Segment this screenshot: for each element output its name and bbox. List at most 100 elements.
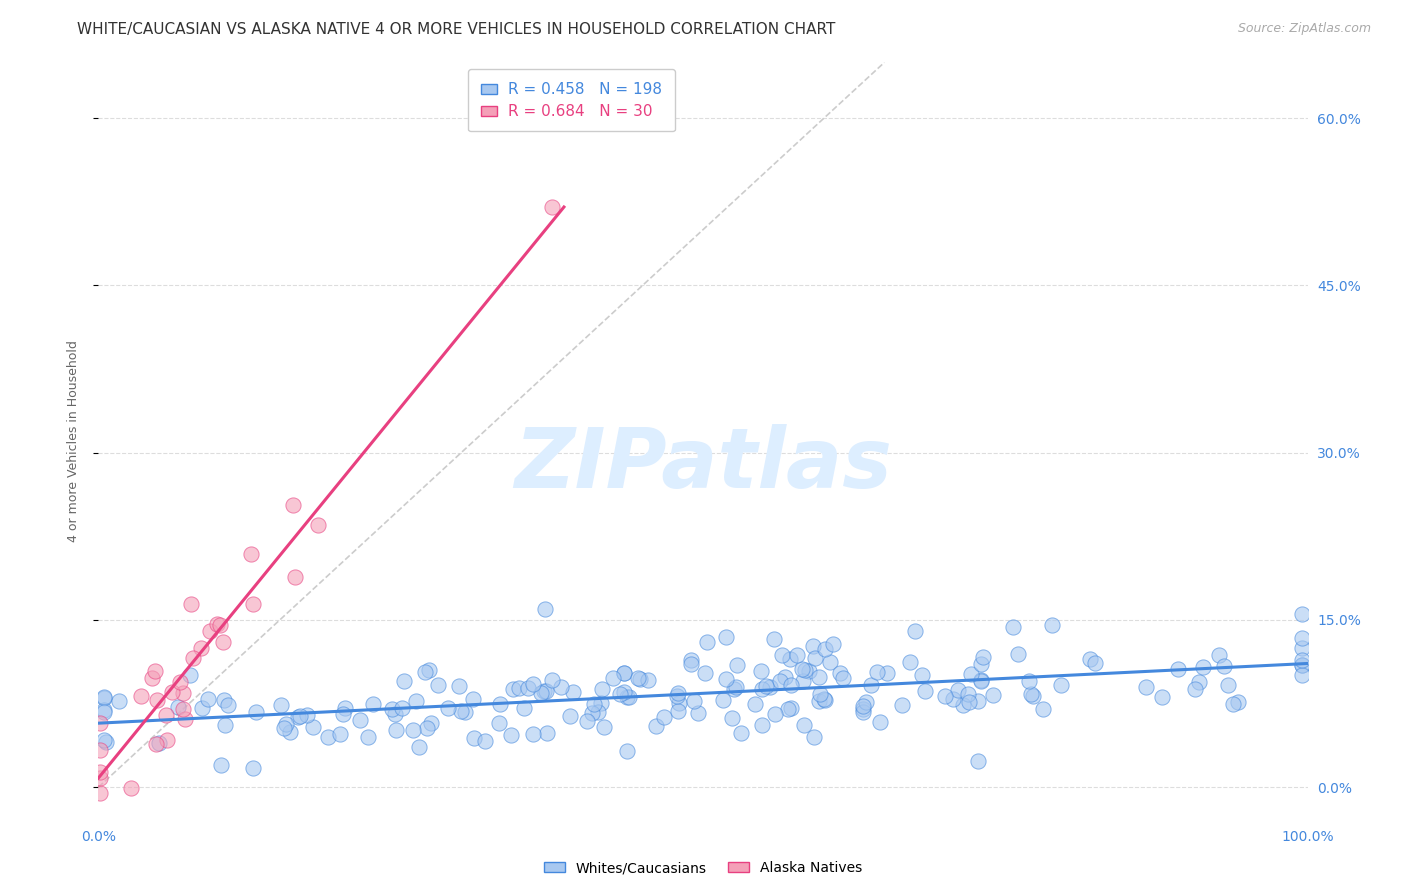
Point [942,691,965,706]
Point [602,671,624,685]
Point [454,706,477,720]
Point [108,694,131,708]
Point [307,518,329,533]
Point [967,694,990,708]
Point [208,618,231,632]
Point [1007,647,1029,661]
Y-axis label: 4 or more Vehicles in Household: 4 or more Vehicles in Household [67,341,80,542]
Point [765,706,787,721]
Point [302,720,325,734]
Point [329,727,352,741]
Point [1078,652,1101,666]
Point [721,711,744,725]
Point [1208,648,1230,663]
Point [534,683,557,698]
Point [318,730,340,744]
Point [93,690,115,705]
Point [191,701,214,715]
Point [536,725,558,739]
Point [169,675,191,690]
Point [1019,687,1042,701]
Point [593,720,616,734]
Point [561,685,583,699]
Point [716,672,738,686]
Point [645,718,668,732]
Point [696,635,718,649]
Point [934,689,956,703]
Point [1152,690,1174,704]
Point [120,781,142,796]
Point [627,671,650,685]
Point [209,758,232,772]
Point [713,692,735,706]
Point [141,671,163,685]
Point [212,635,235,649]
Point [93,733,115,747]
Point [391,701,413,715]
Point [581,706,603,720]
Point [852,705,875,719]
Point [408,739,430,754]
Point [1040,618,1063,632]
Point [751,717,773,731]
Point [758,680,780,694]
Point [801,640,824,654]
Point [1001,620,1024,634]
Point [179,668,201,682]
Point [1018,674,1040,689]
Point [723,681,745,696]
Point [93,690,115,704]
Point [780,678,803,692]
Point [287,710,309,724]
Point [242,597,264,611]
Point [823,637,845,651]
Point [1216,678,1239,692]
Point [613,684,636,698]
Point [463,731,485,745]
Point [167,699,190,714]
Point [946,682,969,697]
Point [416,721,439,735]
Point [808,688,831,702]
Point [437,701,460,715]
Point [779,652,801,666]
Point [502,681,524,696]
Point [540,673,562,687]
Point [1188,675,1211,690]
Point [828,666,851,681]
Point [540,201,562,215]
Point [281,499,304,513]
Point [683,693,706,707]
Point [89,786,111,800]
Point [793,717,815,731]
Point [273,721,295,735]
Point [183,650,205,665]
Point [769,674,792,689]
Point [744,697,766,711]
Point [145,737,167,751]
Point [278,725,301,739]
Point [714,630,737,644]
Point [780,700,803,714]
Point [1291,667,1313,681]
Point [1226,695,1249,709]
Point [356,730,378,744]
Point [488,716,510,731]
Point [959,666,981,681]
Point [792,662,814,676]
Point [588,706,610,720]
Point [860,678,883,692]
Point [93,703,115,717]
Point [1291,641,1313,656]
Point [813,691,835,706]
Point [160,685,183,699]
Point [1167,662,1189,676]
Point [1050,678,1073,692]
Point [156,732,179,747]
Point [876,666,898,681]
Text: ZIPatlas: ZIPatlas [515,424,891,505]
Point [297,707,319,722]
Point [1291,653,1313,667]
Point [1291,658,1313,673]
Point [190,641,212,656]
